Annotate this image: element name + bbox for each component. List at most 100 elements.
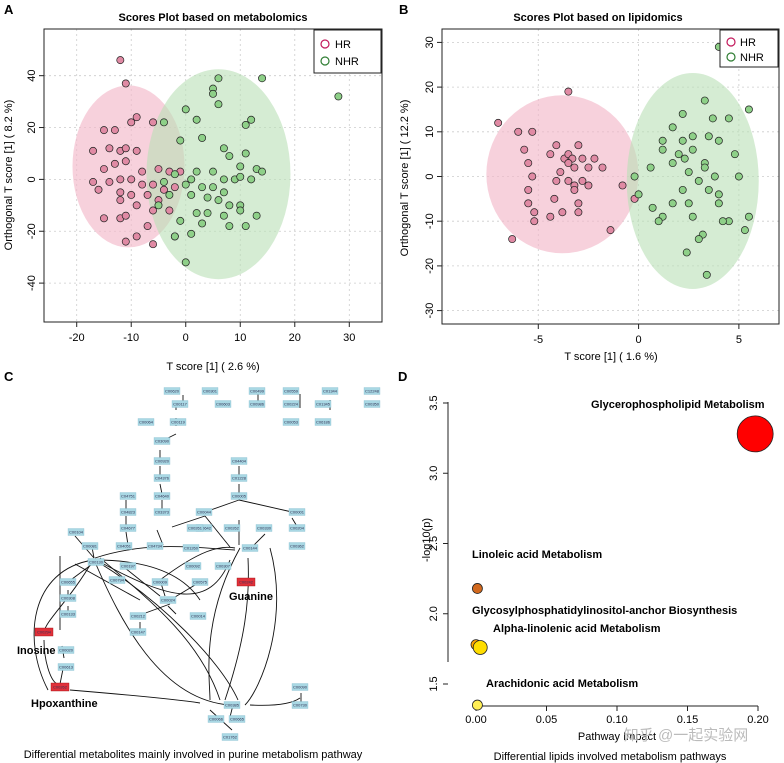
metabolite-node-id: C00613 [59, 664, 74, 669]
metabolite-node-id: C04677 [121, 525, 136, 530]
hr-point [528, 127, 537, 136]
hr-point [89, 178, 98, 186]
panel-c: C [4, 369, 381, 761]
pathway-point [472, 583, 483, 594]
metabolite-node-id: C03373 [155, 509, 170, 514]
nhr-point [225, 201, 234, 210]
hr-point [116, 196, 125, 205]
hr-point [127, 175, 136, 184]
hr-point [508, 235, 517, 244]
nhr-point [734, 172, 743, 181]
metabolite-node [146, 542, 164, 550]
x-tick-label: 0.15 [677, 714, 698, 726]
y-tick-label: -30 [424, 303, 436, 319]
panel-d-caption: Differential lipids involved metabolism … [494, 751, 727, 763]
metabolite-node-id: C00066 [209, 716, 224, 721]
metabolite-node-id: C00242 [239, 579, 254, 584]
metabolite-node [184, 562, 202, 570]
metabolite-node [228, 715, 246, 723]
nhr-point [700, 163, 709, 172]
nhr-point [252, 211, 261, 220]
panel-c-nodes: C00620 C00301 C00499 C00559 C01344 C12248 C001… [34, 387, 381, 741]
panel-a-points [89, 56, 343, 267]
metabolite-node-id: C00144 [243, 545, 258, 550]
y-tick-label: 20 [26, 121, 38, 133]
nhr-point [187, 190, 196, 199]
metabolite-node-id: C00261 [188, 525, 203, 530]
hr-point [550, 194, 559, 203]
panel-b-legend: HR NHR [719, 29, 779, 68]
metabolite-node [87, 558, 105, 566]
panel-a-ylabel: Orthogonal T score [1] ( 8.2 %) [3, 100, 15, 251]
hr-point [121, 211, 130, 220]
hr-point [105, 178, 114, 186]
legend-box [313, 29, 382, 74]
metabolite-node-id: C01344 [323, 388, 338, 393]
hr-point [132, 146, 141, 155]
panel-b-ticks: -5 0 5 -30 -20 -10 0 10 20 30 [424, 36, 742, 346]
nhr-point [236, 172, 245, 181]
metabolite-node [248, 387, 266, 395]
pathway-label: Linoleic acid Metabolism [472, 549, 602, 561]
legend-nhr-marker [320, 56, 330, 66]
metabolite-node [153, 474, 171, 482]
metabolite-node-id: C01228 [232, 475, 247, 480]
metabolite-node [288, 542, 306, 550]
hr-point [138, 167, 147, 176]
hr-point [100, 165, 108, 173]
nhr-point [684, 168, 693, 176]
metabolite-node-id: C00092 [186, 563, 201, 568]
hr-point [116, 56, 125, 65]
metabolite-node [57, 646, 75, 654]
nhr-point [192, 209, 201, 218]
panel-b-points [494, 42, 753, 279]
highlighted-metabolite-node [34, 627, 54, 637]
metabolite-node [230, 474, 248, 482]
legend-hr-label: HR [335, 39, 351, 51]
metabolite-node-id: C00064 [139, 419, 154, 424]
metabolite-node-id: C00986 [250, 401, 265, 406]
nhr-point [714, 190, 723, 199]
metabolite-node-id: C00104 [69, 529, 84, 534]
hr-point [121, 237, 130, 246]
metabolite-node [119, 562, 137, 570]
nhr-point [192, 115, 201, 124]
metabolite-node-id: C00642 [197, 525, 212, 530]
metabolite-node [230, 492, 248, 500]
nhr-point [181, 180, 190, 189]
metabolite-node [201, 387, 219, 395]
metabolite-node-id: C00212 [131, 613, 146, 618]
x-tick-label: 0 [183, 332, 189, 344]
metabolite-node [59, 578, 77, 586]
metabolite-node [129, 628, 147, 636]
metabolite-node [153, 437, 171, 445]
nhr-point [658, 136, 667, 145]
panel-d-letter: D [398, 369, 407, 384]
nhr-point [694, 235, 703, 244]
metabolite-node-id: C00133 [61, 611, 76, 616]
metabolite-node-id: C00499 [250, 388, 265, 393]
hr-point [546, 150, 555, 159]
metabolite-node-id: C00559 [284, 388, 299, 393]
metabolite-node-id: C00794 [110, 577, 125, 582]
metabolite-node-id: C01260 [184, 545, 199, 550]
nhr-point [241, 149, 250, 158]
metabolite-node [207, 715, 225, 723]
metabolite-node-id: C00575 [193, 579, 208, 584]
nhr-point [247, 115, 256, 124]
hr-point [165, 206, 174, 215]
nhr-point [678, 136, 687, 145]
hr-point [149, 180, 157, 189]
y-tick-label: -10 [424, 213, 436, 229]
metabolite-node-id: C00130 [89, 559, 104, 564]
nhr-point [688, 132, 697, 141]
metabolite-node [67, 528, 85, 536]
nhr-point [198, 133, 207, 142]
metabolite-node [363, 387, 381, 395]
metabolite-node [282, 418, 300, 426]
metabolite-node [153, 492, 171, 500]
nhr-point [209, 167, 217, 176]
metabolite-node-id: C03090 [155, 438, 170, 443]
hr-point [116, 175, 125, 184]
metabolite-node-id: C00204 [290, 525, 305, 530]
